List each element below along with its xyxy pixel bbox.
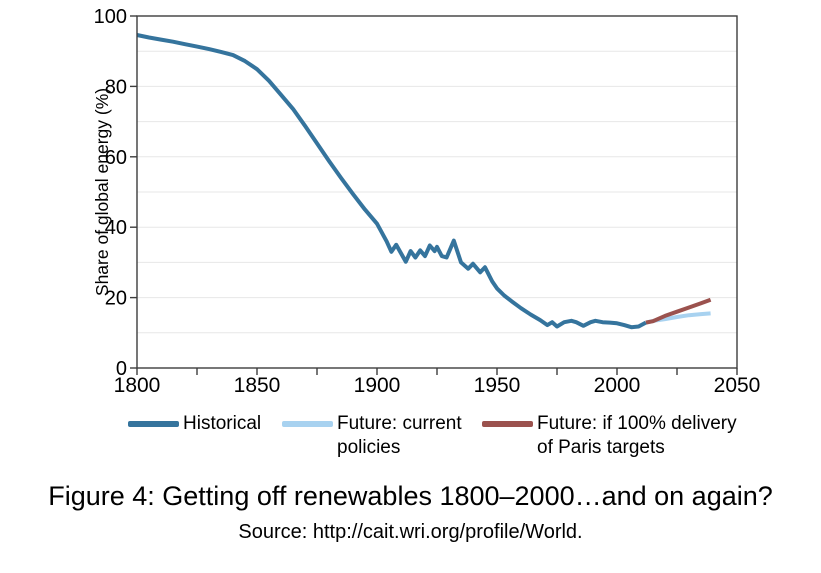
series-line-historical [136, 33, 647, 330]
legend-label-historical: Historical [183, 413, 262, 434]
y-tick-label: 80 [105, 76, 127, 98]
x-tick-label: 2000 [594, 374, 641, 397]
x-tick-label: 1800 [114, 374, 161, 397]
y-tick-label: 40 [105, 217, 127, 239]
grid-layer [137, 50, 737, 334]
y-tick-label: 0 [116, 358, 127, 380]
legend-label-future-paris-targets: Future: if 100% delivery of Paris target… [537, 413, 737, 458]
series-layer [136, 33, 712, 330]
y-tick-label: 60 [105, 147, 127, 169]
legend-item-future-current-policies: Future: current policies [282, 412, 462, 460]
legend-item-future-paris-targets: Future: if 100% delivery of Paris target… [482, 412, 737, 460]
legend-swatch-future-paris-targets [482, 421, 533, 427]
y-axis-title: Share of global energy (%) [92, 88, 112, 296]
legend-swatch-historical [128, 421, 179, 427]
x-tick-label: 1900 [354, 374, 401, 397]
legend-swatch-future-current-policies [282, 421, 333, 427]
axis-layer: 1800 1850 1900 1950 2000 2050 0 20 40 60 80 100 [94, 6, 761, 397]
legend-label-future-current-policies: Future: current policies [337, 413, 462, 458]
x-tick-label: 1950 [474, 374, 521, 397]
legend-item-historical: Historical [128, 412, 261, 436]
series-line-future-paris-targets [645, 297, 712, 325]
figure-caption: Figure 4: Getting off renewables 1800–20… [48, 481, 773, 511]
x-tick-label: 2050 [714, 374, 761, 397]
y-tick-label: 20 [105, 288, 127, 310]
x-tick-label: 1850 [234, 374, 281, 397]
y-tick-label: 100 [94, 6, 127, 28]
renewables-share-chart: 1800 1850 1900 1950 2000 2050 0 20 40 60 80 100 Sha… [92, 6, 761, 397]
chart-legend: Historical Future: current policies Future… [0, 400, 821, 472]
figure-source: Source: http://cait.wri.org/profile/Worl… [238, 521, 583, 543]
